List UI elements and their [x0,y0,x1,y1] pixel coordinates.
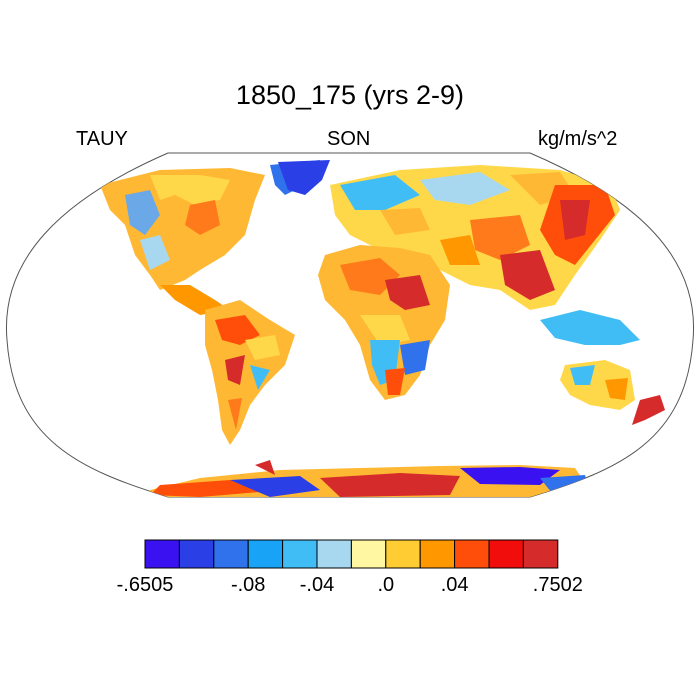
units-label: kg/m/s^2 [538,128,618,150]
eurasia-region [330,165,620,310]
colorbar-swatch [522,539,559,569]
africa-region [318,245,450,400]
colorbar-swatch [144,539,180,569]
colorbar-swatch [350,539,387,569]
colorbar-swatch [178,539,215,569]
greenland-region [278,160,330,195]
colorbar-tick-label: .04 [440,574,469,596]
colorbar-swatch [385,539,421,569]
colorbar-swatch [316,539,352,569]
colorbar-tick-label: -.08 [230,574,266,596]
variable-label: TAUY [76,128,128,150]
season-label: SON [327,128,371,150]
colorbar-swatch [419,539,456,569]
north-america-region [100,160,320,315]
map-title: 1850_175 (yrs 2-9) [235,80,465,110]
colorbar-tick-label: .0 [377,574,395,596]
colorbar-tick-label: .7502 [532,574,583,596]
colorbar-tick-label: -.04 [299,574,335,596]
colorbar-swatch [247,539,284,569]
colorbar-tick-label: -.6505 [116,574,174,596]
colorbar [144,539,559,569]
colorbar-swatch [213,539,249,569]
australia-region [540,310,665,425]
colorbar-swatch [282,539,318,569]
colorbar-swatch [454,539,490,569]
colorbar-swatch [488,539,524,569]
south-america-region [205,300,295,445]
